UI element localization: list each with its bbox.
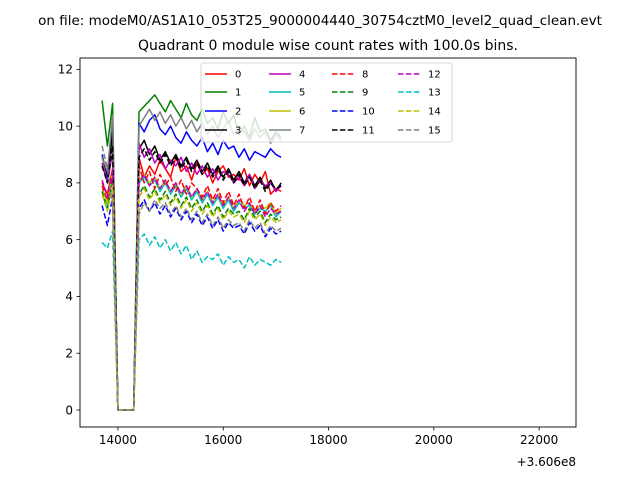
y-tick-label: 12 [58,63,73,77]
legend-label-10: 10 [362,107,375,118]
legend-label-3: 3 [235,126,241,137]
series-line-14 [101,184,282,411]
series-line-10 [101,196,282,411]
figure-suptitle: on file: modeM0/AS1A10_053T25_9000004440… [38,13,602,29]
legend-label-6: 6 [299,107,305,118]
y-tick-label: 10 [58,119,73,133]
legend-label-11: 11 [362,126,375,137]
y-tick-label: 2 [65,347,73,361]
plot-lines [101,94,282,411]
x-tick-label: 22000 [520,433,558,447]
x-offset-label: +3.606e8 [517,455,576,469]
x-tick-label: 20000 [415,433,453,447]
legend-label-14: 14 [428,107,441,118]
legend-label-4: 4 [299,70,305,81]
legend-label-2: 2 [235,107,241,118]
y-tick-label: 4 [65,290,73,304]
legend-label-12: 12 [428,70,441,81]
legend-label-15: 15 [428,126,441,137]
x-tick-label: 16000 [204,433,242,447]
x-tick-label: 18000 [309,433,347,447]
y-tick-label: 8 [65,176,73,190]
legend-box [200,62,453,143]
legend-label-9: 9 [362,88,368,99]
legend-label-7: 7 [299,126,305,137]
x-tick-label: 14000 [99,433,137,447]
legend-label-13: 13 [428,88,441,99]
chart-title: Quadrant 0 module wise count rates with … [138,38,518,54]
legend-label-5: 5 [299,88,305,99]
plot-frame [79,57,577,428]
series-line-15 [101,145,282,411]
legend-label-1: 1 [235,88,241,99]
legend-label-8: 8 [362,70,368,81]
legend-label-0: 0 [235,70,241,81]
y-tick-label: 0 [65,403,73,417]
y-tick-label: 6 [65,233,73,247]
